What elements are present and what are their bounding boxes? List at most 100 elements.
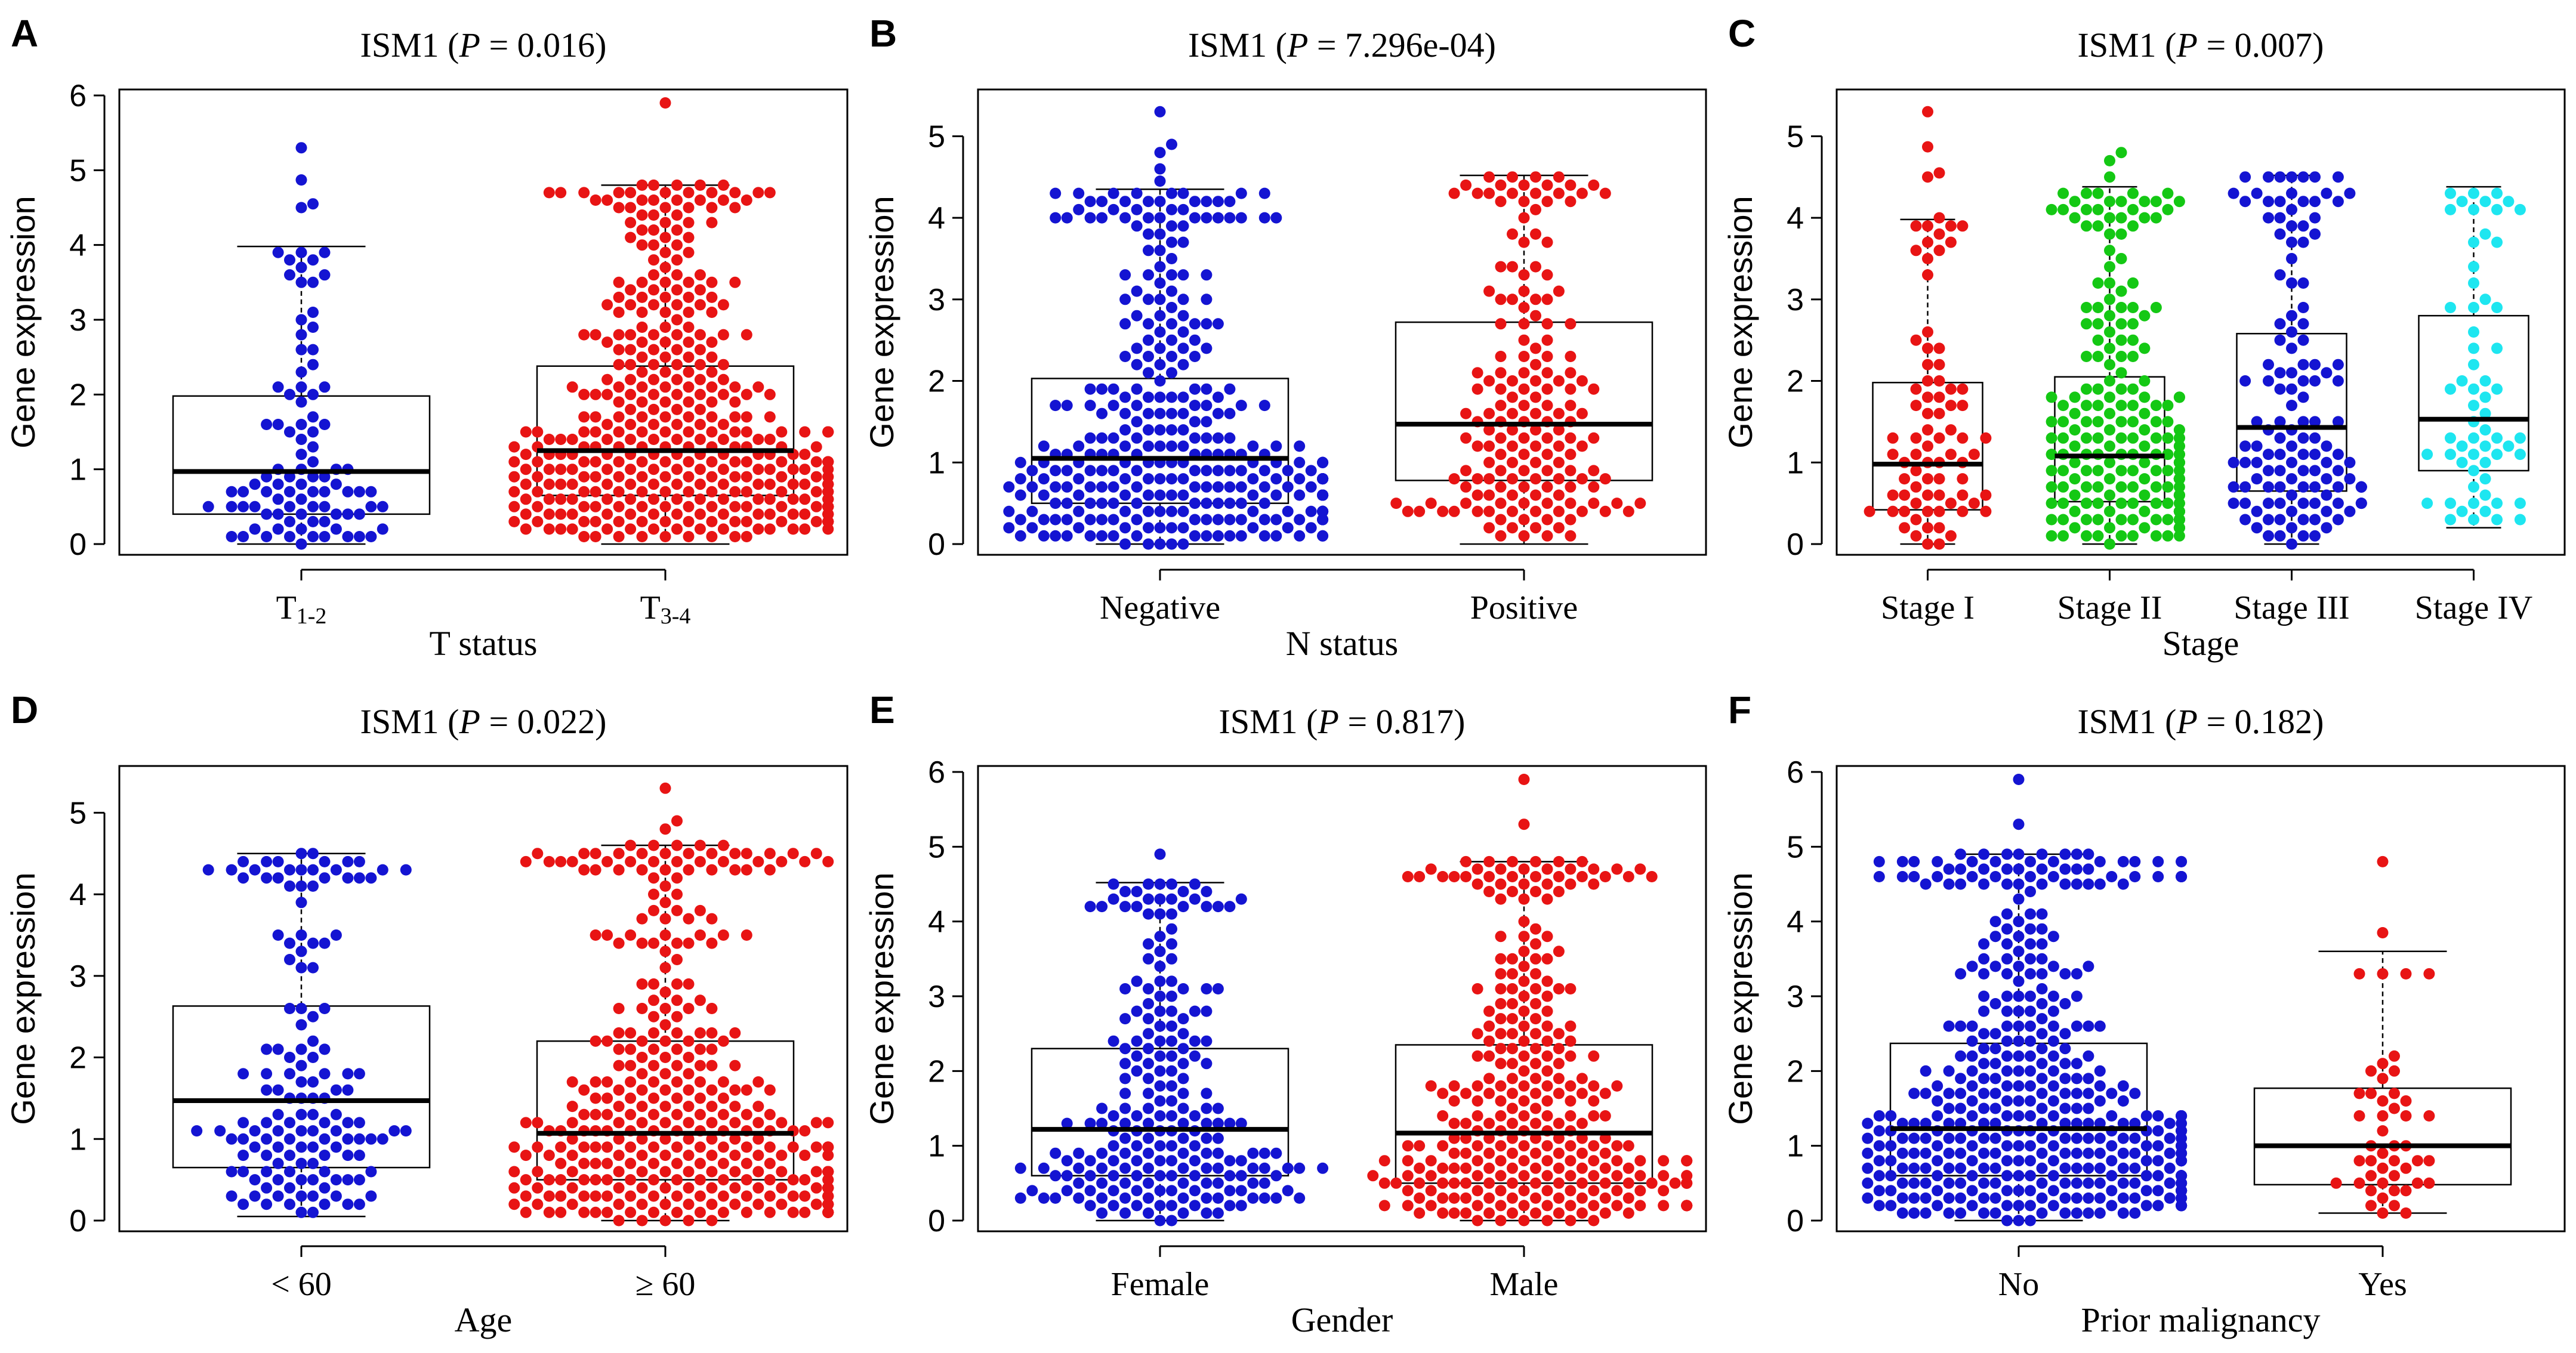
data-point (1107, 400, 1119, 412)
data-point (590, 456, 601, 468)
data-point (1978, 1162, 1990, 1174)
data-point (2001, 848, 2013, 860)
swarm-points (1003, 106, 1329, 550)
data-point (2081, 187, 2092, 199)
data-point (1576, 375, 1588, 387)
data-point (2104, 212, 2115, 224)
data-point (2456, 505, 2468, 517)
data-point (717, 194, 729, 206)
data-point (295, 1019, 307, 1031)
y-tick-label: 3 (1787, 980, 1804, 1014)
data-point (1541, 1110, 1553, 1122)
data-point (2140, 1140, 2152, 1152)
data-point (1166, 1050, 1177, 1062)
data-point (1014, 530, 1026, 542)
data-point (202, 501, 214, 512)
data-point (810, 456, 822, 468)
data-point (1166, 1110, 1177, 1122)
data-point (2445, 449, 2456, 461)
data-point (2127, 498, 2139, 509)
data-point (2503, 196, 2515, 208)
data-point (2286, 326, 2297, 338)
data-point (2479, 505, 2491, 517)
data-point (1989, 1043, 2001, 1055)
data-point (1920, 1177, 1932, 1189)
data-point (1131, 530, 1143, 542)
data-point (520, 523, 532, 535)
data-point (1495, 1013, 1507, 1025)
data-point (284, 254, 295, 266)
data-point (508, 1166, 520, 1178)
data-point (1887, 489, 1899, 501)
data-point (2106, 1088, 2118, 1099)
data-point (2069, 489, 2081, 501)
data-point (671, 224, 683, 236)
data-point (1943, 1132, 1955, 1144)
data-point (706, 276, 718, 288)
data-point (659, 202, 671, 214)
data-point (1073, 1162, 1085, 1174)
data-point (555, 855, 567, 867)
data-point (1920, 1147, 1932, 1159)
data-point (1003, 481, 1015, 493)
data-point (1212, 498, 1224, 509)
data-point (261, 471, 273, 483)
data-point (2094, 1162, 2106, 1174)
data-point (1096, 1102, 1108, 1114)
data-point (2001, 953, 2013, 965)
data-point (319, 937, 331, 949)
data-point (2152, 1125, 2164, 1137)
data-point (636, 351, 648, 363)
data-point (1294, 456, 1306, 468)
data-point (1224, 383, 1236, 395)
data-point (1885, 1170, 1897, 1182)
data-point (1518, 960, 1530, 972)
data-point (1518, 318, 1530, 330)
chart-title: ISM1 (P = 0.817) (1219, 702, 1466, 741)
data-point (1565, 351, 1577, 362)
data-point (2001, 938, 2013, 950)
data-point (1224, 465, 1236, 477)
data-point (1166, 1140, 1177, 1152)
data-point (2263, 375, 2274, 387)
data-point (1154, 440, 1166, 452)
data-point (1414, 1207, 1426, 1219)
data-point (2400, 1110, 2412, 1122)
data-point (1119, 1117, 1131, 1129)
data-point (625, 344, 637, 356)
data-point (1131, 310, 1143, 322)
data-point (2071, 968, 2083, 980)
data-point (2491, 342, 2503, 354)
data-point (1177, 220, 1189, 232)
y-tick-label: 1 (1787, 1129, 1804, 1164)
data-point (729, 411, 741, 423)
data-point (1507, 1102, 1518, 1114)
data-point (1258, 400, 1270, 412)
data-point (799, 1174, 811, 1186)
data-point (1518, 893, 1530, 905)
x-axis-label: Prior malignancy (2081, 1301, 2320, 1339)
chart-title: ISM1 (P = 7.296e-04) (1188, 26, 1496, 64)
data-point (590, 426, 601, 438)
data-point (822, 1174, 834, 1186)
data-point (1367, 1170, 1379, 1182)
data-point (1541, 367, 1553, 379)
data-point (1061, 481, 1073, 493)
data-point (1978, 938, 1990, 950)
data-point (1922, 359, 1933, 370)
data-point (1910, 514, 1922, 526)
data-point (2081, 432, 2092, 444)
data-point (1565, 983, 1577, 994)
data-point (1530, 1013, 1541, 1025)
data-point (613, 381, 625, 393)
data-point (659, 276, 671, 288)
data-point (2321, 456, 2333, 468)
data-point (2514, 449, 2526, 461)
data-point (2129, 855, 2141, 867)
data-point (590, 486, 601, 498)
data-point (2127, 318, 2139, 330)
data-point (1507, 261, 1518, 273)
data-point (1390, 1177, 1402, 1189)
data-point (1212, 1207, 1224, 1219)
data-point (1026, 522, 1038, 534)
